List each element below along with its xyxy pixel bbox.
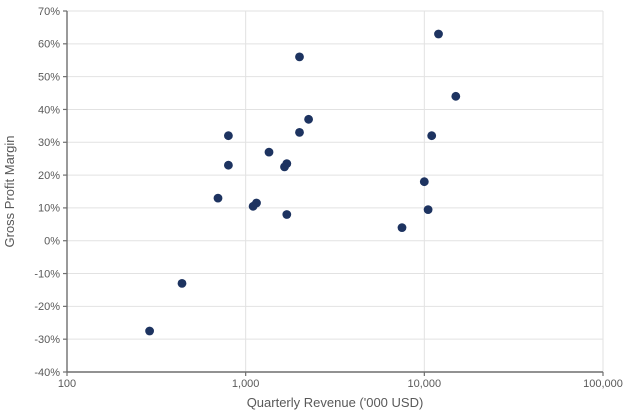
data-point <box>434 29 443 39</box>
data-point <box>224 160 233 170</box>
data-point <box>282 210 292 219</box>
y-tick-label: 40% <box>38 104 60 116</box>
y-tick-label: 50% <box>38 71 60 83</box>
y-tick-label: -40% <box>34 367 60 379</box>
x-axis-title: Quarterly Revenue ('000 USD) <box>247 395 424 410</box>
data-point <box>248 201 258 211</box>
data-point <box>145 326 155 336</box>
data-point <box>427 131 437 141</box>
y-tick-label: 60% <box>38 39 60 51</box>
y-tick-label: 20% <box>38 170 60 182</box>
data-point <box>224 131 233 141</box>
y-tick-label: -10% <box>34 268 60 280</box>
y-tick-label: -30% <box>34 334 60 346</box>
data-point <box>397 223 407 233</box>
y-tick-label: 30% <box>38 137 60 149</box>
data-point <box>304 114 313 124</box>
y-tick-label: 70% <box>38 6 60 18</box>
data-point <box>295 52 304 62</box>
data-point <box>177 279 187 288</box>
y-tick-label: 0% <box>44 236 60 248</box>
data-point <box>295 127 304 137</box>
y-tick-label: -20% <box>34 301 60 313</box>
data-point <box>451 91 461 101</box>
y-tick-label: 10% <box>38 203 60 215</box>
data-point <box>213 193 223 203</box>
x-tick-label: 100,000 <box>583 378 623 390</box>
y-axis-title: Gross Profit Margin <box>2 136 17 248</box>
x-tick-label: 100 <box>58 378 76 390</box>
plot-area: 70%60%50%40%30%20%10%0%-10%-20%-30%-40%1… <box>34 6 623 390</box>
data-point <box>264 147 274 157</box>
x-tick-label: 10,000 <box>408 378 442 390</box>
data-point <box>280 162 289 172</box>
data-point <box>423 205 433 215</box>
data-point <box>419 177 429 187</box>
x-tick-label: 1,000 <box>232 378 260 390</box>
